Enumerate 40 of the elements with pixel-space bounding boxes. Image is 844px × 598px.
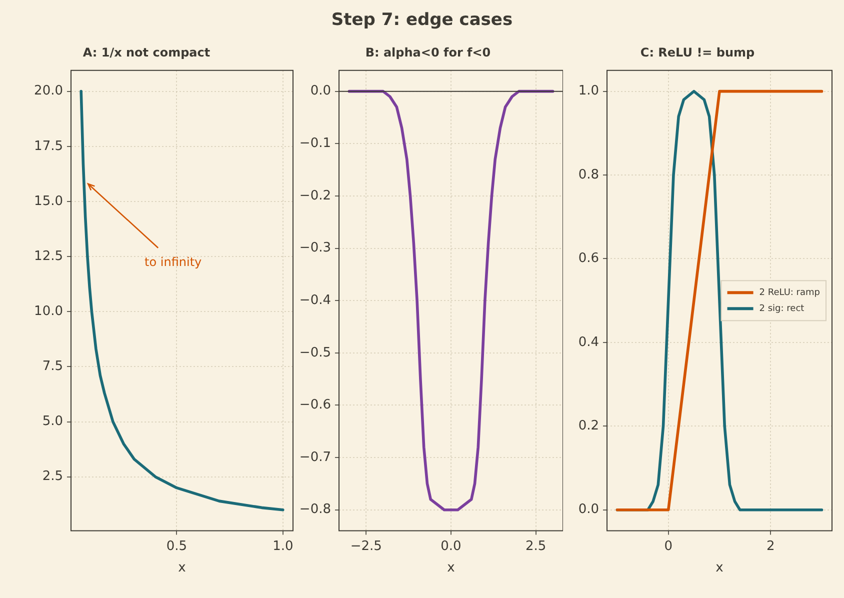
y-tick-label: 17.5	[34, 138, 63, 154]
y-tick-label: 5.0	[42, 414, 63, 430]
y-tick-label: −0.1	[299, 136, 331, 152]
y-tick-label: −0.7	[299, 450, 331, 465]
y-tick-label: 0.0	[310, 84, 331, 99]
y-tick-label: 0.8	[578, 167, 599, 182]
legend-label: 2 sig: rect	[759, 304, 805, 314]
text: Step 7: edge cases	[330, 10, 514, 30]
y-tick-label: −0.6	[299, 398, 331, 413]
y-tick-label: −0.5	[299, 345, 331, 360]
y-tick-label: 0.6	[578, 251, 599, 266]
x-tick-label: 0.0	[440, 538, 462, 554]
y-tick-label: −0.2	[299, 188, 331, 204]
y-tick-label: 0.4	[578, 334, 599, 350]
x-tick-label: 1.0	[272, 538, 294, 554]
x-tick-label: 2	[766, 538, 775, 554]
y-tick-label: 12.5	[34, 248, 63, 264]
x-axis-title: x	[716, 560, 724, 576]
y-tick-label: −0.4	[299, 292, 331, 308]
x-tick-label: 0.5	[166, 538, 188, 554]
y-tick-label: 2.5	[42, 469, 63, 484]
x-axis-title: x	[447, 560, 456, 576]
x-axis-title: x	[178, 560, 186, 576]
chart-title: C: ReLU != bump	[640, 45, 756, 60]
chart-title: A: 1/x not compact	[82, 45, 210, 60]
x-tick-label: −2.5	[350, 538, 382, 554]
y-tick-label: 7.5	[42, 359, 63, 374]
x-tick-label: 2.5	[526, 538, 546, 554]
y-tick-label: −0.3	[299, 240, 331, 256]
y-tick-label: 20.0	[34, 84, 63, 99]
y-tick-label: 0.0	[578, 502, 599, 518]
chart-title: B: alpha<0 for f<0	[365, 45, 491, 60]
x-tick-label: 0	[664, 538, 673, 554]
y-tick-label: 15.0	[34, 194, 63, 209]
y-tick-label: 10.0	[34, 304, 63, 319]
annotation: to infinity	[144, 254, 202, 269]
y-tick-label: 0.2	[578, 418, 599, 434]
legend-label: 2 ReLU: ramp	[759, 288, 820, 298]
y-tick-label: −0.8	[299, 502, 331, 518]
y-tick-label: 1.0	[578, 84, 599, 99]
